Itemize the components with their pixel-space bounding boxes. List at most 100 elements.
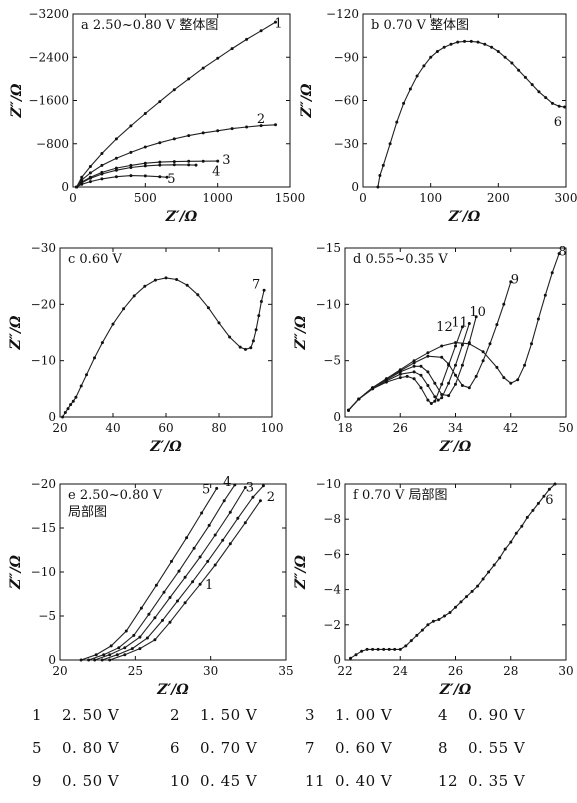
data-point — [402, 101, 406, 105]
y-axis-label: Z″/Ω — [293, 554, 309, 590]
data-point — [143, 145, 147, 149]
data-point — [143, 161, 147, 165]
legend-number: 9 — [32, 772, 43, 790]
data-point — [381, 163, 385, 167]
data-point — [158, 100, 162, 104]
data-point — [80, 182, 84, 186]
data-point — [467, 341, 471, 345]
data-point — [187, 77, 191, 81]
curve-label: 5 — [202, 482, 210, 497]
data-point — [66, 407, 70, 411]
data-point — [216, 129, 220, 133]
data-point — [437, 618, 441, 621]
data-point — [405, 374, 409, 378]
data-point — [520, 524, 524, 528]
y-tick-label: −90 — [334, 50, 359, 64]
data-point — [487, 570, 491, 574]
data-point — [460, 343, 464, 347]
series-line — [377, 40, 565, 188]
x-tick-label: 40 — [105, 421, 120, 435]
data-point — [454, 605, 457, 609]
x-tick-label: 80 — [211, 421, 226, 435]
data-point — [100, 172, 104, 176]
y-tick-label: 0 — [333, 410, 341, 424]
legend-value: 2. 50 V — [62, 706, 120, 724]
plot-frame — [59, 247, 273, 418]
data-point — [378, 174, 382, 177]
x-tick-label: 35 — [278, 664, 293, 678]
data-point — [132, 294, 136, 298]
data-point — [108, 658, 112, 662]
series-line — [102, 485, 264, 661]
data-point — [398, 376, 402, 380]
curve-label: 3 — [222, 153, 230, 168]
data-point — [257, 314, 261, 318]
data-point — [495, 323, 499, 327]
data-point — [114, 137, 118, 141]
data-point — [164, 276, 168, 280]
data-point — [251, 495, 255, 499]
data-point — [114, 166, 118, 170]
x-tick-label: 18 — [337, 421, 352, 435]
series-line — [76, 21, 276, 188]
series-line — [348, 323, 470, 411]
data-point — [509, 381, 513, 385]
data-point — [429, 55, 433, 59]
y-tick-label: −120 — [326, 7, 359, 21]
x-axis-label: Z′/Ω — [439, 439, 472, 455]
x-tick-label: 0 — [359, 191, 367, 205]
x-tick-label: 100 — [419, 191, 442, 205]
data-point — [114, 168, 118, 172]
panel-subtitle: 局部图 — [68, 505, 107, 520]
data-point — [531, 508, 535, 512]
legend-value: 0. 60 V — [335, 739, 393, 757]
data-point — [426, 351, 430, 355]
data-point — [412, 370, 416, 374]
data-point — [420, 628, 424, 632]
data-point — [222, 499, 226, 503]
data-point — [398, 647, 402, 651]
data-point — [143, 112, 147, 115]
curve-label: 3 — [246, 481, 254, 496]
panel-b: 0 100 200 300 0 −30 −60 −90 −120 Z′/Ω Z″/Ω b 0.70 V… — [299, 7, 577, 225]
legend-value: 0. 55 V — [468, 739, 526, 757]
legend-item: 1 2. 50 V — [32, 706, 119, 724]
data-point — [143, 174, 147, 178]
data-point — [88, 180, 92, 184]
curve-label: 6 — [554, 115, 562, 130]
x-tick-label: 42 — [503, 421, 518, 435]
curve-label: 1 — [274, 17, 282, 32]
legend-value: 0. 45 V — [200, 772, 258, 790]
data-point — [387, 647, 391, 651]
series-line — [76, 124, 276, 188]
y-tick-label: −30 — [334, 137, 359, 151]
data-point — [165, 175, 169, 179]
data-point — [79, 384, 83, 388]
data-point — [130, 647, 134, 651]
data-point — [233, 483, 237, 487]
data-point — [563, 105, 567, 109]
legend-value: 0. 50 V — [62, 772, 120, 790]
data-point — [347, 408, 350, 412]
x-axis-label: Z′/Ω — [448, 209, 481, 225]
y-tick-label: −10 — [31, 354, 56, 368]
data-point — [433, 399, 437, 403]
legend-number: 6 — [170, 739, 181, 757]
data-point — [245, 37, 249, 41]
y-tick-label: −6 — [323, 547, 341, 561]
data-point — [384, 380, 388, 384]
data-point — [262, 288, 266, 292]
data-point — [230, 127, 234, 131]
data-point — [544, 96, 548, 100]
data-point — [243, 521, 247, 525]
series-12: 12 — [347, 320, 464, 412]
y-tick-label: −10 — [31, 565, 56, 579]
panel-title: f 0.70 V 局部图 — [353, 488, 448, 503]
x-tick-label: 22 — [337, 664, 352, 678]
legend: 1 2. 50 V 2 1. 50 V 3 1. 00 V 4 0. 90 V 5 0. 80 V… — [0, 706, 577, 802]
curve-label: 4 — [212, 164, 220, 179]
data-point — [433, 381, 437, 385]
data-point — [176, 599, 179, 603]
x-tick-label: 300 — [555, 191, 577, 205]
data-point — [114, 156, 118, 160]
